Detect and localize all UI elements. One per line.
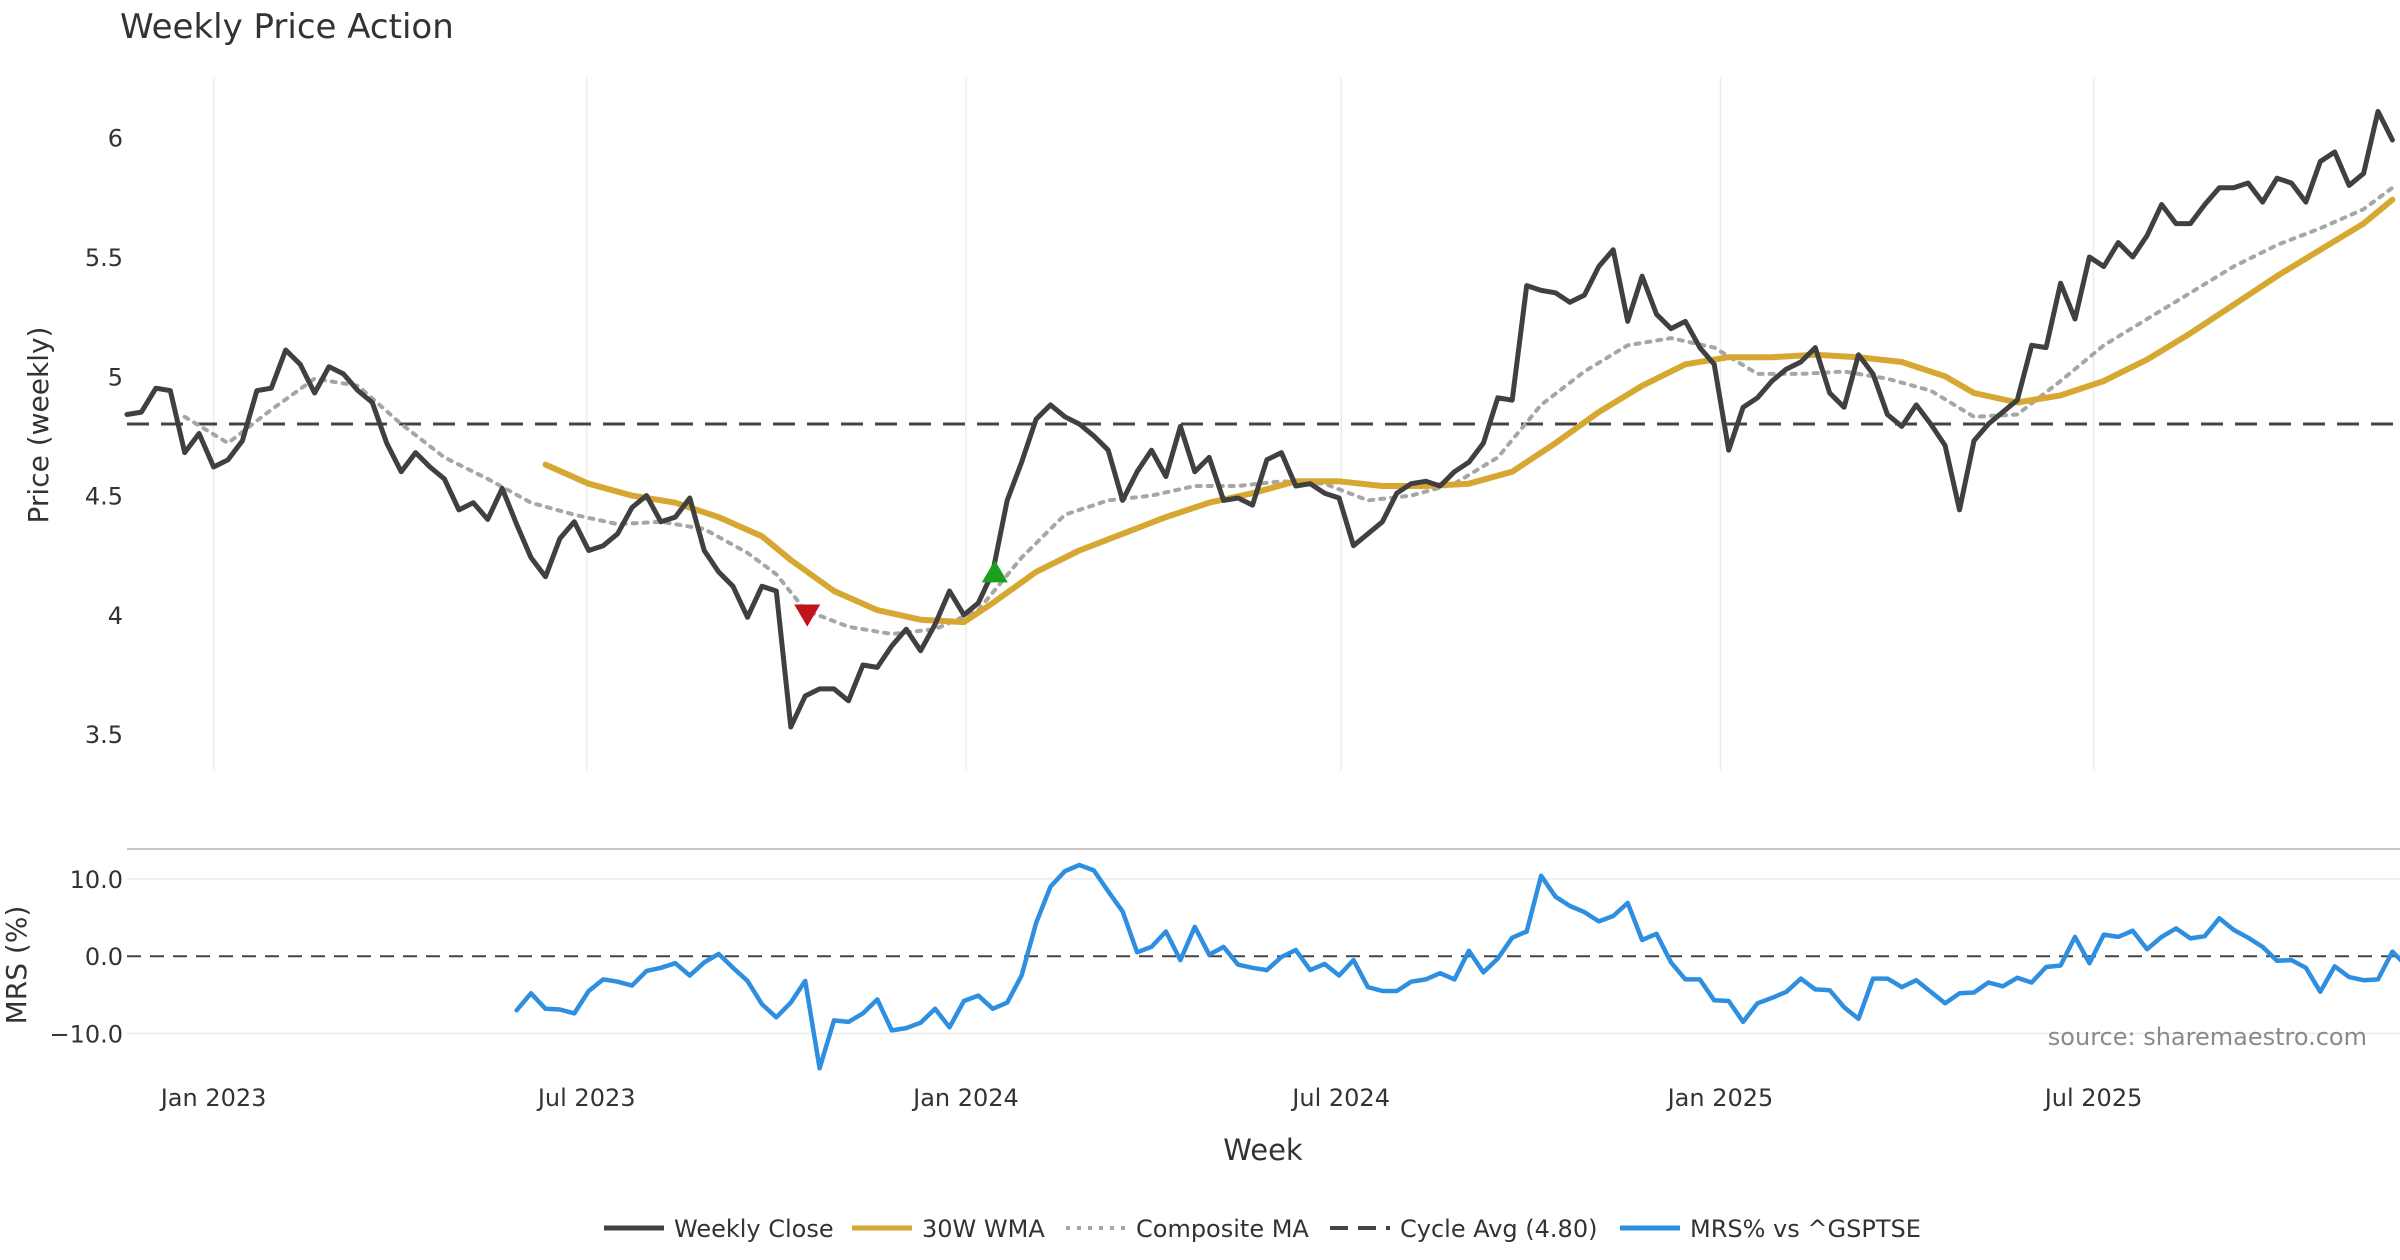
mrs-y-ticks: 10.0 0.0 −10.0: [49, 866, 123, 1049]
legend-label: Weekly Close: [674, 1215, 834, 1243]
buy-signal-marker: [981, 560, 1008, 583]
series-line-weekly-close: [124, 108, 2395, 730]
mrs-series: [127, 862, 2400, 1071]
legend-entry: Weekly Close: [604, 1215, 834, 1243]
x-tick-label: Jul 2024: [1290, 1084, 1390, 1112]
legend-label: 30W WMA: [922, 1215, 1045, 1243]
mrs-y-tick-label: 10.0: [70, 866, 123, 894]
mrs-y-axis-label: MRS (%): [0, 906, 33, 1025]
legend-label: Composite MA: [1136, 1215, 1309, 1243]
legend-label: MRS% vs ^GSPTSE: [1690, 1215, 1921, 1243]
x-axis-label: Week: [1223, 1133, 1303, 1167]
price-y-tick-label: 4.5: [85, 483, 123, 511]
x-tick-label: Jan 2023: [159, 1084, 267, 1112]
price-y-axis-label: Price (weekly): [22, 327, 55, 524]
legend-label: Cycle Avg (4.80): [1400, 1215, 1597, 1243]
price-series: [124, 108, 2400, 730]
price-y-tick-label: 3.5: [85, 721, 123, 749]
mrs-gridlines: [127, 848, 2400, 1035]
legend-entry: Composite MA: [1066, 1215, 1309, 1243]
price-y-tick-label: 4: [108, 602, 123, 630]
x-axis-ticks: Jan 2023 Jul 2023 Jan 2024 Jul 2024 Jan 2025…: [159, 1084, 2143, 1112]
mrs-y-tick-label: −10.0: [49, 1020, 123, 1048]
x-tick-label: Jan 2025: [1666, 1084, 1774, 1112]
x-tick-label: Jul 2023: [536, 1084, 636, 1112]
series-line-composite-ma: [182, 185, 2395, 636]
price-y-tick-label: 5: [108, 363, 123, 391]
series-line-30w-wma: [542, 196, 2396, 626]
chart-title: Weekly Price Action: [120, 7, 454, 47]
legend-entry: MRS% vs ^GSPTSE: [1620, 1215, 1921, 1243]
x-tick-label: Jul 2025: [2043, 1084, 2143, 1112]
mrs-panel: 10.0 0.0 −10.0: [49, 848, 2400, 1071]
series-line-mrs-vs-gsptse: [514, 862, 2400, 1071]
signal-markers: [794, 560, 1008, 627]
price-gridlines: [212, 78, 2095, 770]
price-y-ticks: 3.5 4 4.5 5 5.5 6: [85, 125, 123, 750]
sell-signal-marker: [794, 604, 821, 627]
mrs-y-tick-label: 0.0: [85, 943, 123, 971]
price-y-tick-label: 5.5: [85, 244, 123, 272]
legend-entry: 30W WMA: [852, 1215, 1045, 1243]
price-y-tick-label: 6: [108, 125, 123, 153]
legend: Weekly Close 30W WMA Composite MA Cycle Avg…: [604, 1215, 1921, 1243]
legend-entry: Cycle Avg (4.80): [1330, 1215, 1597, 1243]
source-annotation: source: sharemaestro.com: [2048, 1023, 2367, 1051]
price-panel: 3.5 4 4.5 5 5.5 6: [85, 78, 2400, 770]
x-tick-label: Jan 2024: [911, 1084, 1019, 1112]
